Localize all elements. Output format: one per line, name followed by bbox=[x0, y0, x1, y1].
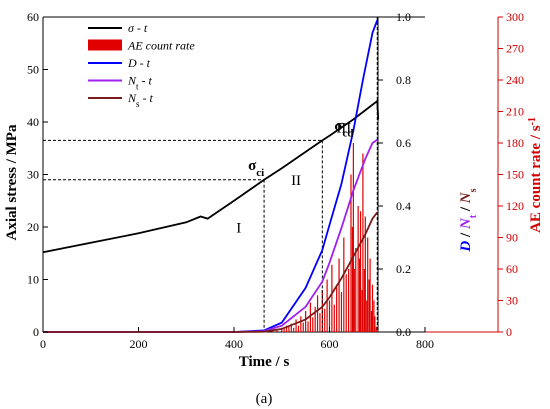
y-right2-tick-label: 300 bbox=[506, 10, 524, 24]
x-tick-label: 200 bbox=[130, 337, 148, 351]
x-tick-label: 800 bbox=[416, 337, 434, 351]
legend-label: D - t bbox=[127, 56, 151, 70]
y-right1-tick-label: 1.0 bbox=[396, 10, 411, 24]
legend: σ - t AE count rate D - t Nt - tNs - t bbox=[88, 21, 195, 109]
y-right2-tick-label: 60 bbox=[506, 262, 518, 276]
y-right1-tick-label: 0.2 bbox=[396, 262, 411, 276]
legend-label: Nt - t bbox=[127, 74, 153, 92]
y-left-tick-label: 50 bbox=[27, 63, 39, 77]
series-line-0 bbox=[42, 99, 380, 254]
y-left-tick-label: 0 bbox=[33, 325, 39, 339]
y-right1-axis-title: D / Nt / Ns bbox=[458, 188, 479, 252]
legend-label: σ - t bbox=[128, 21, 148, 35]
sigma-ci-label: σci bbox=[248, 158, 264, 179]
y-right1-tick-label: 0.4 bbox=[396, 199, 411, 213]
y-right1-tick-label: 0.0 bbox=[396, 325, 411, 339]
series-lines bbox=[42, 19, 380, 333]
y-right2-tick-label: 240 bbox=[506, 73, 524, 87]
y-right2-tick-label: 270 bbox=[506, 42, 524, 56]
legend-swatch bbox=[88, 39, 122, 51]
y-left-tick-label: 20 bbox=[27, 220, 39, 234]
y-right2-tick-label: 30 bbox=[506, 294, 518, 308]
y-left-tick-label: 40 bbox=[27, 115, 39, 129]
axis-labels: 0 200 400 600 80001020304050600.00.20.40.60.… bbox=[4, 10, 544, 407]
figure-caption: (a) bbox=[256, 391, 273, 407]
stage-label: I bbox=[236, 220, 241, 236]
y-right2-tick-label: 0 bbox=[506, 325, 512, 339]
x-tick-label: 600 bbox=[321, 337, 339, 351]
y-right2-tick-label: 150 bbox=[506, 168, 524, 182]
y-left-tick-label: 30 bbox=[27, 168, 39, 182]
plot-frame bbox=[42, 16, 499, 333]
y-right2-axis-title: AE count rate / s-1 bbox=[527, 117, 545, 233]
y-left-tick-label: 10 bbox=[27, 273, 39, 287]
y-right2-tick-label: 120 bbox=[506, 199, 524, 213]
x-axis-title: Time / s bbox=[239, 354, 290, 370]
legend-label: AE count rate bbox=[127, 39, 195, 53]
sigma-cd-label: σcd bbox=[334, 118, 353, 139]
x-tick-label: 400 bbox=[225, 337, 243, 351]
stage-label: II bbox=[291, 173, 301, 189]
y-left-axis-title: Axial stress / MPa bbox=[4, 124, 20, 240]
stage-label: III bbox=[336, 121, 351, 137]
legend-label: Ns - t bbox=[127, 91, 154, 109]
y-right1-tick-label: 0.6 bbox=[396, 136, 411, 150]
series-line-3 bbox=[43, 211, 379, 333]
axis-ticks bbox=[42, 16, 503, 333]
y-left-tick-label: 60 bbox=[27, 10, 39, 24]
y-right1-tick-label: 0.8 bbox=[396, 73, 411, 87]
x-tick-label: 0 bbox=[40, 337, 46, 351]
y-right2-tick-label: 180 bbox=[506, 136, 524, 150]
dashed-guides bbox=[43, 17, 378, 332]
y-right2-tick-label: 90 bbox=[506, 231, 518, 245]
y-right2-tick-label: 210 bbox=[506, 105, 524, 119]
